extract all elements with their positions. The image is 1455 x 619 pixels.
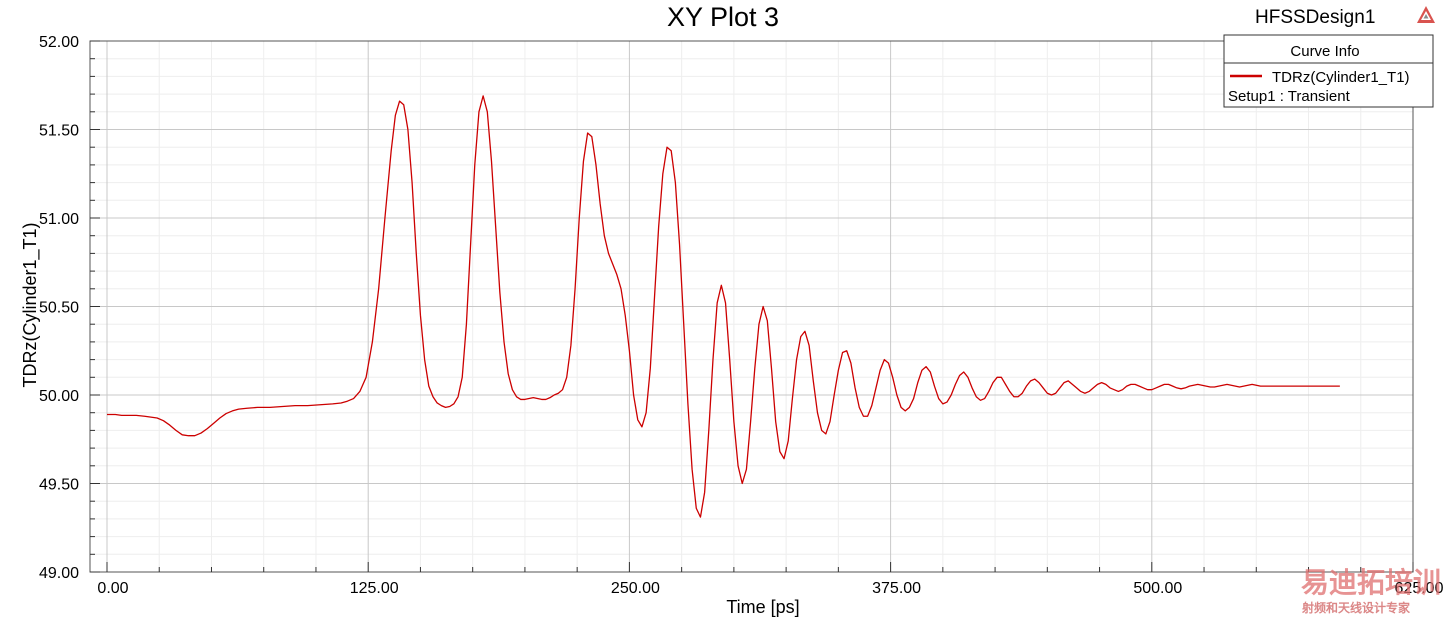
x-tick-label: 625.00	[1395, 580, 1444, 597]
legend-entry-label: TDRz(Cylinder1_T1)	[1272, 69, 1410, 86]
x-tick-label: 125.00	[350, 580, 399, 597]
y-tick-label: 51.50	[39, 123, 79, 140]
major-grid	[90, 40, 1414, 573]
watermark-main: 易迪拓培训	[1301, 566, 1441, 599]
watermark: 易迪拓培训 射频和天线设计专家	[1301, 566, 1441, 615]
y-axis-tick-labels: 49.00 49.50 50.00 50.50 51.00 51.50 52.00	[39, 34, 79, 582]
y-tick-label: 51.00	[39, 211, 79, 228]
chart-title: XY Plot 3	[667, 2, 779, 32]
y-axis-label: TDRz(Cylinder1_T1)	[20, 222, 41, 387]
y-tick-label: 50.00	[39, 388, 79, 405]
y-axis-ticks	[90, 40, 100, 573]
series-layer	[107, 95, 1340, 518]
series-line	[107, 95, 1340, 518]
legend-title: Curve Info	[1290, 43, 1359, 60]
x-tick-label: 250.00	[611, 580, 660, 597]
x-tick-label: 0.00	[97, 580, 128, 597]
x-axis-tick-labels: 0.00 125.00 250.00 375.00 500.00 625.00	[97, 580, 1443, 597]
y-tick-label: 52.00	[39, 34, 79, 51]
x-axis-ticks	[106, 562, 1414, 572]
y-tick-label: 49.00	[39, 565, 79, 582]
legend-entry-sublabel: Setup1 : Transient	[1228, 88, 1351, 105]
ansys-logo-icon	[1417, 6, 1435, 23]
y-tick-label: 49.50	[39, 477, 79, 494]
x-axis-label: Time [ps]	[726, 597, 799, 617]
y-tick-label: 50.50	[39, 300, 79, 317]
design-name: HFSSDesign1	[1255, 7, 1375, 28]
x-tick-label: 375.00	[872, 580, 921, 597]
watermark-sub: 射频和天线设计专家	[1301, 600, 1411, 615]
legend-box[interactable]: Curve Info TDRz(Cylinder1_T1) Setup1 : T…	[1223, 34, 1434, 108]
x-tick-label: 500.00	[1133, 580, 1182, 597]
